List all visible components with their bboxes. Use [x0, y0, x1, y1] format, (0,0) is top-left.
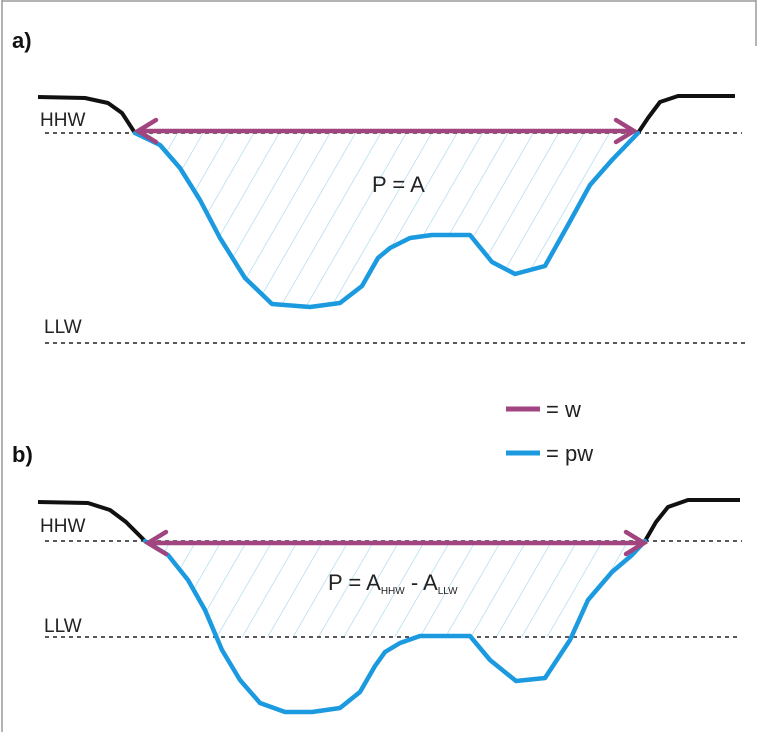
- panel-b-eq-mid: - A: [405, 570, 438, 595]
- panel-a-water-area: [135, 133, 638, 307]
- panel-a: a) HHW LLW P = A: [12, 28, 746, 344]
- legend: = w = pw: [506, 397, 593, 466]
- panel-a-equation: P = A: [372, 172, 425, 197]
- panel-b-water-area: [145, 541, 645, 637]
- panel-b-left-bank: [37, 500, 147, 543]
- panel-b-right-bank: [643, 498, 740, 543]
- panel-a-llw-label: LLW: [44, 317, 82, 338]
- panel-b-equation: P = AHHW - ALLW: [328, 570, 458, 597]
- panel-b-eq-prefix: P = A: [328, 570, 381, 595]
- panel-b-eq-sub-llw: LLW: [438, 586, 458, 597]
- panel-a-width-arrow: [133, 117, 639, 145]
- panel-b-eq-sub-hhw: HHW: [381, 586, 405, 597]
- legend-pw-text: = pw: [546, 441, 593, 466]
- panel-a-right-bank: [636, 94, 735, 135]
- panel-b-hhw-label: HHW: [40, 516, 85, 537]
- panel-a-left-bank: [37, 95, 137, 135]
- panel-b: b) HHW LLW P = AHHW - ALLW: [12, 442, 742, 715]
- panel-b-label: b): [12, 442, 33, 467]
- panel-b-width-arrow: [143, 529, 649, 557]
- panel-a-wetted-perimeter: [132, 130, 641, 310]
- panel-b-llw-label: LLW: [44, 616, 82, 637]
- panel-b-wetted-perimeter: [142, 538, 648, 715]
- panel-a-hhw-label: HHW: [40, 110, 85, 131]
- legend-width-text: = w: [546, 397, 581, 422]
- panel-a-label: a): [12, 28, 32, 53]
